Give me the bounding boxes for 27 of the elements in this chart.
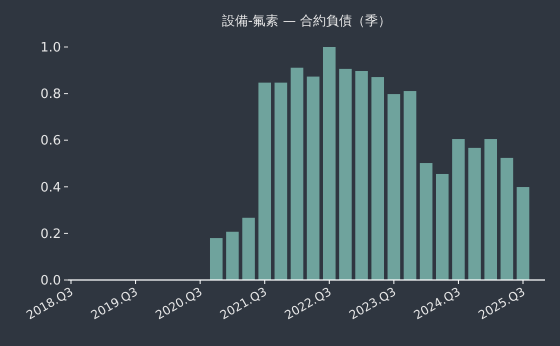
y-tick-label: 0.0 [40, 274, 61, 288]
y-tick-label: 1.0 [40, 40, 61, 56]
y-tick-label: 0.2 [40, 226, 61, 242]
bar [500, 158, 514, 280]
bar [306, 76, 320, 280]
y-tick-label: 0.8 [40, 87, 61, 102]
bar [210, 238, 223, 280]
bar [322, 47, 336, 280]
bar [452, 139, 465, 280]
bar [420, 163, 432, 280]
bar [339, 68, 352, 280]
bar [242, 218, 255, 280]
bar [484, 139, 498, 280]
bar [404, 91, 416, 280]
bar [355, 71, 368, 280]
bar [274, 82, 288, 280]
chart-title: 設備-氟素 — 合約負債（季） [222, 14, 391, 29]
bar [371, 77, 384, 280]
bar [468, 148, 481, 280]
bar [258, 82, 272, 280]
bar [290, 68, 304, 280]
bar [516, 187, 530, 280]
y-tick-label: 0.4 [40, 180, 61, 196]
y-tick-label: 0.6 [40, 134, 61, 149]
bar [226, 232, 239, 280]
bar [436, 174, 449, 280]
bar [388, 94, 400, 280]
